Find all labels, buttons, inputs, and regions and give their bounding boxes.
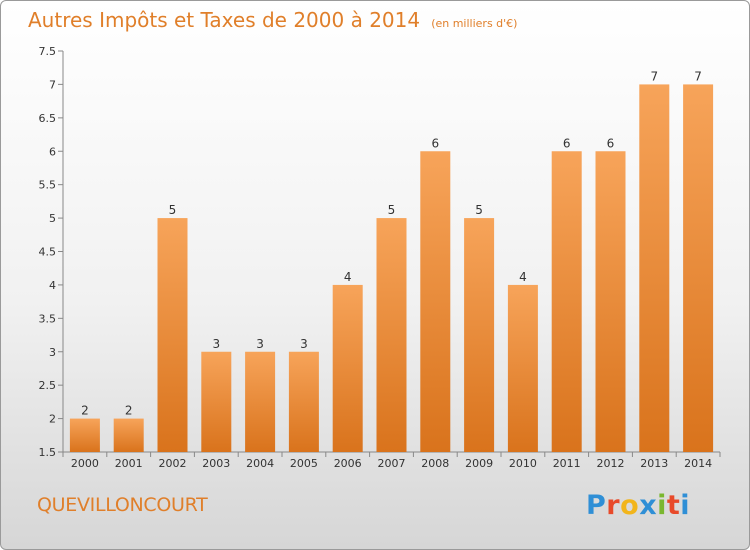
x-tick-label: 2002 <box>159 457 187 470</box>
y-tick-label: 7.5 <box>39 45 57 58</box>
x-tick-label: 2000 <box>71 457 99 470</box>
value-label: 5 <box>388 203 396 217</box>
chart-title-group: Autres Impôts et Taxes de 2000 à 2014 (e… <box>28 8 517 32</box>
x-tick-label: 2008 <box>421 457 449 470</box>
y-tick-label: 5 <box>49 212 56 225</box>
y-tick-label: 7 <box>49 78 56 91</box>
logo-letter: x <box>639 490 658 521</box>
logo-letter: i <box>680 490 691 521</box>
x-tick-label: 2013 <box>640 457 668 470</box>
x-tick-label: 2009 <box>465 457 493 470</box>
value-label: 4 <box>519 270 527 284</box>
bar <box>507 284 538 452</box>
value-label: 3 <box>256 337 264 351</box>
y-tick-label: 3.5 <box>39 312 57 325</box>
x-tick-label: 2001 <box>115 457 143 470</box>
logo-letter: r <box>606 490 621 521</box>
x-tick-label: 2014 <box>684 457 712 470</box>
value-label: 7 <box>694 69 702 83</box>
y-tick-label: 2.5 <box>39 379 57 392</box>
x-tick-label: 2006 <box>334 457 362 470</box>
logo-letter: i <box>657 490 667 521</box>
value-label: 4 <box>344 270 352 284</box>
value-label: 6 <box>607 136 615 150</box>
bar <box>332 284 363 452</box>
x-tick-label: 2011 <box>553 457 581 470</box>
value-label: 3 <box>212 337 220 351</box>
logo-letter: t <box>666 490 681 521</box>
bar <box>113 418 144 452</box>
value-label: 2 <box>125 404 133 418</box>
bar <box>245 351 276 452</box>
bar <box>69 418 100 452</box>
proxiti-logo: Proxiti <box>586 490 690 521</box>
value-labels: 2 2 5 3 3 3 4 5 6 5 4 6 6 7 7 <box>81 69 702 417</box>
y-tick-label: 2 <box>49 413 56 426</box>
x-tick-label: 2003 <box>202 457 230 470</box>
chart-title: Autres Impôts et Taxes de 2000 à 2014 <box>28 8 421 32</box>
x-tick-label: 2005 <box>290 457 318 470</box>
value-label: 3 <box>300 337 308 351</box>
y-tick-label: 5.5 <box>39 179 57 192</box>
y-tick-label: 6.5 <box>39 112 57 125</box>
y-tick-label: 3 <box>49 346 56 359</box>
axes: 1.5 2 2.5 3 3.5 4 4.5 5 5.5 6 6.5 7 7.5 2000 2001 2002 2… <box>39 45 721 470</box>
bar <box>639 84 670 453</box>
bar <box>464 218 495 452</box>
y-tick-label: 6 <box>49 145 56 158</box>
y-tick-label: 4.5 <box>39 246 57 259</box>
x-tick-label: 2004 <box>246 457 274 470</box>
x-tick-label: 2007 <box>378 457 406 470</box>
bar <box>551 151 582 452</box>
bar <box>683 84 714 453</box>
logo-letter: P <box>586 490 607 521</box>
bar <box>157 218 188 452</box>
bar <box>420 151 451 452</box>
x-tick-label: 2012 <box>597 457 625 470</box>
bars <box>69 84 714 453</box>
value-label: 2 <box>81 404 89 418</box>
bar <box>376 218 407 452</box>
bar <box>201 351 232 452</box>
value-label: 5 <box>475 203 483 217</box>
chart-unit: (en milliers d'€) <box>431 17 518 30</box>
bar <box>288 351 319 452</box>
bar <box>595 151 626 452</box>
logo-letter: o <box>620 490 640 521</box>
value-label: 7 <box>650 69 658 83</box>
commune-name: QUEVILLONCOURT <box>37 494 208 516</box>
value-label: 6 <box>431 136 439 150</box>
value-label: 5 <box>169 203 177 217</box>
y-tick-label: 1.5 <box>39 446 57 459</box>
value-label: 6 <box>563 136 571 150</box>
y-tick-label: 4 <box>49 279 56 292</box>
x-tick-label: 2010 <box>509 457 537 470</box>
